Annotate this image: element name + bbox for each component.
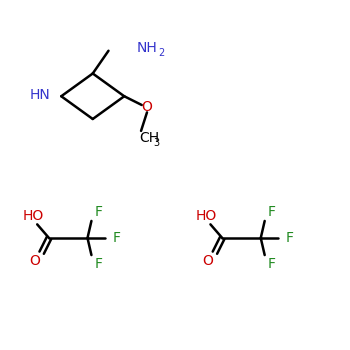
Text: HO: HO — [196, 209, 217, 223]
Text: HN: HN — [30, 88, 51, 102]
Text: CH: CH — [139, 131, 160, 145]
Text: NH: NH — [136, 41, 157, 55]
Text: O: O — [29, 254, 40, 268]
Text: F: F — [94, 205, 102, 219]
Text: F: F — [113, 231, 120, 245]
Text: HO: HO — [23, 209, 44, 223]
Text: O: O — [141, 100, 153, 114]
Text: F: F — [268, 257, 275, 271]
Text: 2: 2 — [158, 48, 164, 57]
Text: O: O — [202, 254, 213, 268]
Text: F: F — [286, 231, 294, 245]
Text: 3: 3 — [153, 138, 160, 148]
Text: F: F — [268, 205, 275, 219]
Text: F: F — [94, 257, 102, 271]
